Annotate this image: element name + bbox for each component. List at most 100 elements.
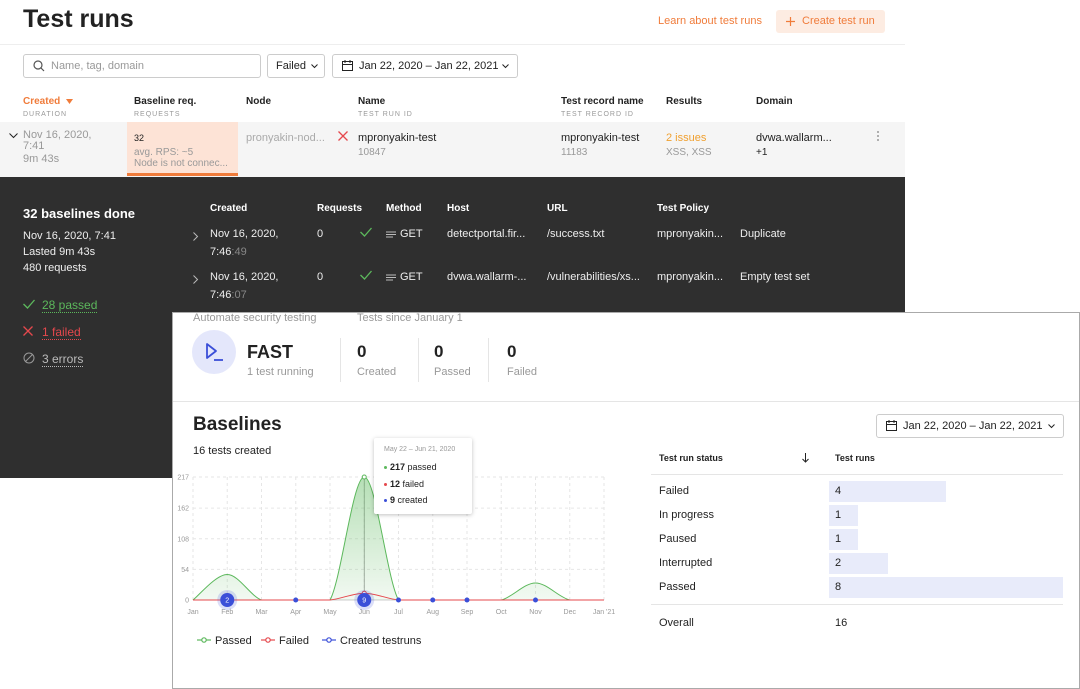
chevron-icon <box>502 64 509 69</box>
date-dropdown[interactable]: Jan 22, 2020 – Jan 22, 2021 <box>876 414 1064 438</box>
column-subheader: DURATION <box>23 111 68 118</box>
results-link[interactable]: 2 issues <box>666 132 707 144</box>
sort-icon[interactable] <box>802 453 809 463</box>
row-expand[interactable] <box>193 228 199 241</box>
column-subheader: TEST RUN ID <box>358 111 413 118</box>
divider <box>0 44 905 45</box>
cell-status: Empty test set <box>740 271 810 283</box>
stat-label: Created <box>357 366 397 378</box>
tooltip-text: created <box>397 495 428 505</box>
status-count: 1 <box>835 509 842 521</box>
column-header: Node <box>246 96 271 107</box>
column-header: Domain <box>756 96 793 107</box>
plus-icon <box>786 17 795 26</box>
cell-status: Duplicate <box>740 228 786 240</box>
count-bar <box>829 529 859 550</box>
chevron-icon <box>193 275 199 284</box>
create-button[interactable]: Create test run <box>776 10 885 33</box>
count-bar <box>829 505 859 526</box>
kebab-menu[interactable] <box>876 130 880 142</box>
requests: 32 <box>134 133 145 143</box>
product-name: FAST <box>247 342 294 362</box>
date-dropdown[interactable]: Jan 22, 2020 – Jan 22, 2021 <box>332 54 518 78</box>
status-count: 8 <box>835 581 842 593</box>
overall-label: Overall <box>659 617 694 629</box>
column-header: Created <box>210 203 248 214</box>
page-title: Test runs <box>23 5 134 33</box>
tooltip-line: 12 failed <box>384 479 424 489</box>
run-id: 10847 <box>358 147 386 158</box>
search-icon <box>33 60 45 72</box>
passed-link[interactable]: 28 passed <box>42 298 98 313</box>
result-types: XSS, XSS <box>666 147 712 158</box>
rps: avg. RPS: ~5 <box>134 147 194 158</box>
chevron <box>193 275 199 284</box>
chevron-icon <box>311 64 318 69</box>
divider <box>340 338 341 382</box>
column-header[interactable]: Created <box>23 96 61 107</box>
column-header: Requests <box>317 203 363 214</box>
failed-link[interactable]: 1 failed <box>42 325 81 340</box>
record-name: mpronyakin-test <box>561 132 640 144</box>
method-lines <box>386 231 396 238</box>
check-path <box>360 270 372 280</box>
stat-value: 0 <box>357 342 367 361</box>
learn-link[interactable]: Learn about test runs <box>658 15 762 27</box>
status-dropdown[interactable]: Failed <box>267 54 325 78</box>
node: pronyakin-nod... <box>246 132 325 144</box>
time: 7:46 <box>210 246 232 258</box>
product-icon <box>192 330 236 374</box>
count-bar <box>829 553 888 574</box>
chevron-icon <box>1048 424 1055 429</box>
cell-date: Nov 16, 2020, <box>210 228 279 240</box>
check-path <box>360 227 372 237</box>
stat-value: 0 <box>434 342 444 361</box>
expand-icon[interactable] <box>9 133 18 139</box>
search-input[interactable]: Name, tag, domain <box>23 54 261 78</box>
tooltip-count: 12 <box>390 478 401 489</box>
run-name: mpronyakin-test <box>358 132 437 144</box>
tooltip-count: 9 <box>390 495 396 505</box>
check-icon <box>360 270 372 280</box>
details-started: Nov 16, 2020, 7:41 <box>23 230 116 242</box>
column-header: Name <box>358 96 386 107</box>
cell-policy: mpronyakin... <box>657 228 724 240</box>
error-icon <box>23 352 35 364</box>
errors-link[interactable]: 3 errors <box>42 352 84 367</box>
calendar-icon <box>342 60 353 71</box>
column-header: Test record name <box>561 96 644 107</box>
details-title: 32 baselines done <box>23 206 135 221</box>
column-header: URL <box>547 203 568 214</box>
cell-host: detectportal.fir... <box>447 228 526 240</box>
chevron <box>193 232 199 241</box>
cell-method: GET <box>400 271 423 283</box>
search-placeholder: Name, tag, domain <box>51 60 144 72</box>
row-expand[interactable] <box>193 271 199 284</box>
duration: 9m 43s <box>23 153 60 165</box>
tooltip-count: 217 <box>390 462 406 472</box>
divider <box>418 338 419 382</box>
chart-tooltip: May 22 – Jun 21, 2020 217 passed 12 faile… <box>374 438 472 514</box>
product-status: 1 test running <box>247 366 314 378</box>
seconds: :07 <box>231 289 247 301</box>
status-count: 2 <box>835 557 842 569</box>
domain-more: +1 <box>756 147 768 158</box>
highlight-cell <box>127 122 238 176</box>
record-id: 11183 <box>561 147 588 158</box>
column-subheader: REQUESTS <box>134 111 181 118</box>
created-date: Nov 16, 2020, 7:41 <box>23 129 92 152</box>
node-status: Node is not connec... <box>134 158 228 169</box>
stat-label: Failed <box>507 366 537 378</box>
tooltip-line: 217 passed <box>384 462 437 472</box>
domain: dvwa.wallarm... <box>756 132 832 144</box>
dropdown-label: Jan 22, 2020 – Jan 22, 2021 <box>359 60 499 72</box>
method-lines <box>386 274 396 281</box>
status-label: Interrupted <box>659 557 713 569</box>
status-label: Failed <box>659 485 689 497</box>
calendar-icon <box>886 420 897 431</box>
section-label: Automate security testing <box>193 312 317 324</box>
column-header: Baseline req. <box>134 96 197 107</box>
tooltip-title: May 22 – Jun 21, 2020 <box>384 446 456 453</box>
sort-icon <box>66 99 73 104</box>
tooltip-text: passed <box>407 462 437 472</box>
